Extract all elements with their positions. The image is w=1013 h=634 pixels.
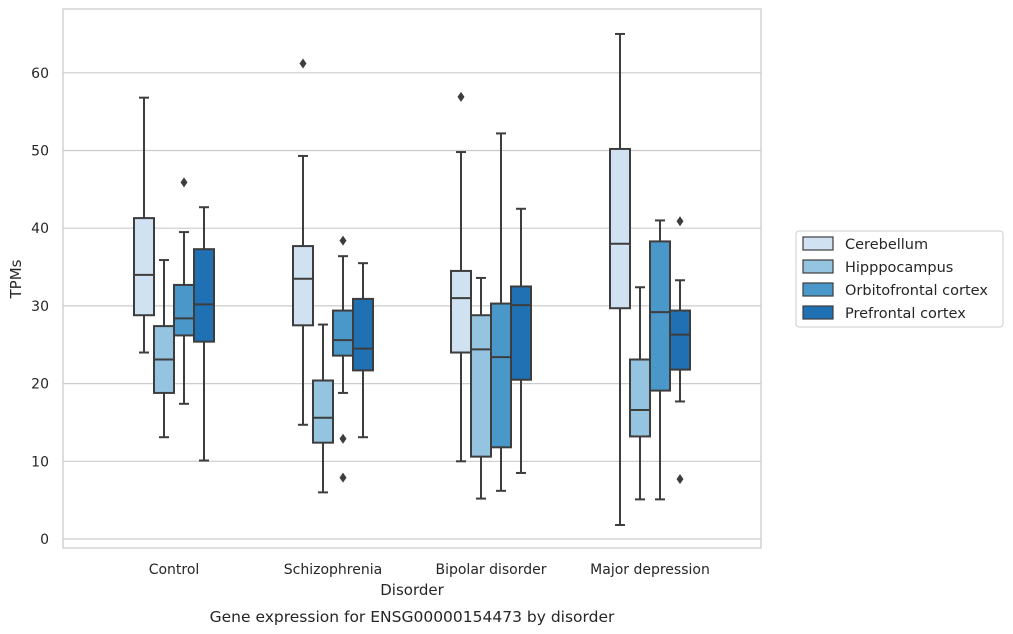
legend-label: Hipppocampus [845, 260, 953, 276]
outlier-point [339, 235, 347, 246]
y-tick-label: 20 [31, 377, 49, 393]
legend-swatch [802, 259, 834, 274]
box-iqr [173, 283, 195, 337]
box-iqr [629, 358, 651, 438]
legend-label: Cerebellum [845, 237, 928, 253]
box-group [352, 262, 374, 439]
box-iqr [490, 302, 512, 449]
legend-label: Prefrontal cortex [845, 306, 966, 322]
box-group [312, 323, 334, 494]
box-group [193, 206, 215, 462]
chart-caption: Gene expression for ENSG00000154473 by d… [210, 608, 615, 626]
y-tick-label: 50 [31, 144, 49, 160]
box-group [470, 276, 492, 500]
x-axis-label: Disorder [380, 581, 444, 599]
legend-frame [795, 230, 1004, 328]
y-tick-label: 60 [31, 66, 49, 82]
x-tick-label: Control [149, 562, 200, 578]
box-group [133, 96, 155, 354]
box-group [490, 132, 512, 492]
box-iqr [649, 240, 671, 392]
box-group [332, 235, 354, 483]
x-tick-labels: Control Schizophrenia Bipolar disorder Majo… [149, 562, 710, 578]
y-tick-labels: 0 10 20 30 40 50 60 [31, 66, 49, 548]
box-group [629, 286, 651, 501]
y-tick-label: 30 [31, 299, 49, 315]
outlier-point [676, 474, 684, 485]
box-group [609, 32, 631, 527]
box-iqr [193, 248, 215, 343]
box-iqr [450, 269, 472, 354]
box-iqr [332, 309, 354, 357]
legend-swatch [802, 282, 834, 297]
outlier-point [676, 216, 684, 227]
x-tick-label: Bipolar disorder [435, 562, 546, 578]
box-iqr [669, 309, 691, 371]
outlier-point [339, 472, 347, 483]
box-iqr [609, 147, 631, 310]
y-axis-label: TPMs [7, 259, 25, 299]
box-group [292, 58, 314, 426]
y-tick-label: 40 [31, 221, 49, 237]
x-tick-label: Schizophrenia [284, 562, 382, 578]
plot-area-frame [62, 8, 762, 549]
x-tick-label: Major depression [590, 562, 710, 578]
box-iqr [510, 285, 532, 381]
box-iqr [312, 379, 334, 444]
box-group [669, 216, 691, 485]
outlier-point [339, 433, 347, 444]
box-iqr [470, 314, 492, 458]
outlier-point [180, 177, 188, 188]
box-iqr [133, 217, 155, 317]
legend-label: Orbitofrontal cortex [845, 283, 988, 299]
box-group [450, 91, 472, 463]
box-group [649, 219, 671, 501]
box-group [510, 207, 532, 474]
outlier-point [299, 58, 307, 69]
legend-swatch [802, 305, 834, 320]
box-group [153, 259, 175, 439]
box-group [173, 177, 195, 405]
y-tick-label: 0 [40, 532, 49, 548]
outlier-point [457, 91, 465, 102]
box-iqr [352, 297, 374, 372]
legend: Cerebellum Hipppocampus Orbitofrontal cort… [795, 230, 1004, 328]
y-tick-label: 10 [31, 454, 49, 470]
box-iqr [292, 245, 314, 327]
legend-swatch [802, 236, 834, 251]
box-groups [133, 32, 691, 527]
